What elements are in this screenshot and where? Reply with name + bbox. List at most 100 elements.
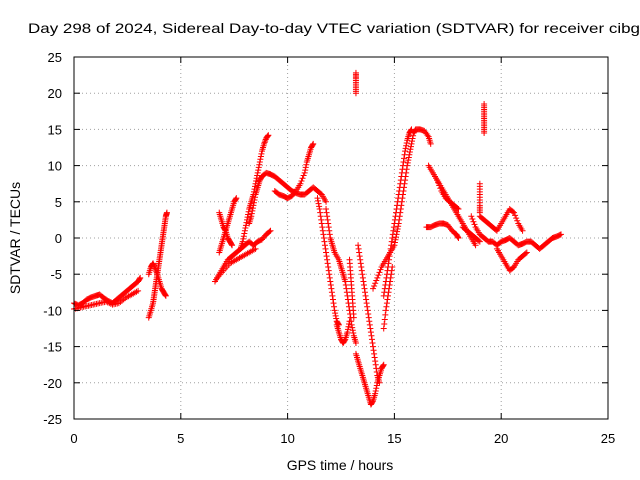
data-point bbox=[390, 224, 397, 231]
data-point bbox=[316, 203, 323, 210]
data-point bbox=[320, 231, 327, 238]
data-point bbox=[349, 327, 356, 334]
data-point bbox=[522, 250, 529, 257]
series-seg21 bbox=[352, 69, 359, 97]
series-seg14 bbox=[333, 318, 353, 346]
data-point bbox=[258, 150, 265, 157]
data-point bbox=[222, 226, 229, 233]
data-point bbox=[358, 267, 365, 274]
data-point bbox=[475, 237, 482, 244]
data-point bbox=[331, 303, 338, 310]
data-point bbox=[437, 185, 444, 192]
data-point bbox=[329, 292, 336, 299]
series-seg26 bbox=[476, 206, 526, 234]
data-point bbox=[303, 161, 310, 168]
data-point bbox=[233, 195, 240, 202]
data-point bbox=[324, 213, 331, 220]
x-tick-label: 0 bbox=[70, 431, 77, 446]
data-point bbox=[344, 326, 351, 333]
series-seg04 bbox=[145, 260, 169, 299]
series-seg11 bbox=[271, 140, 317, 202]
data-point bbox=[395, 223, 402, 230]
data-point bbox=[394, 202, 401, 209]
data-point bbox=[314, 195, 321, 202]
data-point bbox=[153, 268, 160, 275]
data-point bbox=[332, 312, 339, 319]
data-point bbox=[357, 260, 364, 267]
data-point bbox=[250, 202, 257, 209]
data-point bbox=[248, 210, 255, 217]
y-tick-label: -25 bbox=[43, 412, 62, 427]
data-point bbox=[152, 265, 159, 272]
data-point bbox=[373, 382, 380, 389]
data-point bbox=[324, 260, 331, 267]
data-point bbox=[386, 282, 393, 289]
data-point bbox=[341, 337, 348, 344]
data-point bbox=[369, 398, 376, 405]
data-point bbox=[364, 307, 371, 314]
data-point bbox=[325, 220, 332, 227]
series-seg03 bbox=[145, 209, 170, 321]
data-point bbox=[405, 154, 412, 161]
data-point bbox=[323, 253, 330, 260]
series-seg28 bbox=[481, 101, 488, 137]
data-point bbox=[386, 285, 393, 292]
data-point bbox=[326, 274, 333, 281]
data-point bbox=[326, 271, 333, 278]
data-point bbox=[150, 261, 157, 268]
data-point bbox=[310, 140, 317, 147]
data-point bbox=[299, 175, 306, 182]
data-point bbox=[261, 139, 268, 146]
data-point bbox=[455, 206, 462, 213]
data-point bbox=[400, 158, 407, 165]
data-point bbox=[245, 208, 252, 215]
data-point bbox=[391, 216, 398, 223]
data-point bbox=[434, 177, 441, 184]
series-seg17 bbox=[355, 242, 383, 386]
data-point bbox=[396, 184, 403, 191]
data-point bbox=[255, 167, 262, 174]
data-point bbox=[360, 278, 367, 285]
data-point bbox=[403, 142, 410, 149]
data-point bbox=[243, 219, 250, 226]
data-point bbox=[257, 156, 264, 163]
series-seg30 bbox=[476, 180, 483, 216]
data-point bbox=[344, 329, 351, 336]
data-point bbox=[367, 329, 374, 336]
data-point bbox=[389, 263, 396, 270]
data-point bbox=[394, 225, 401, 232]
data-point bbox=[403, 139, 410, 146]
axis-ticks bbox=[73, 56, 609, 420]
data-point bbox=[398, 173, 405, 180]
data-point bbox=[383, 300, 390, 307]
x-tick-label: 25 bbox=[601, 431, 615, 446]
data-point bbox=[257, 153, 264, 160]
data-point bbox=[380, 325, 387, 332]
data-point bbox=[229, 242, 236, 249]
chart-title: Day 298 of 2024, Sidereal Day-to-day VTE… bbox=[28, 20, 640, 36]
y-tick-label: 20 bbox=[48, 86, 62, 101]
data-point bbox=[519, 227, 526, 234]
data-point bbox=[470, 218, 477, 225]
data-point bbox=[384, 296, 391, 303]
data-point bbox=[256, 158, 263, 165]
data-point bbox=[373, 368, 380, 375]
data-point bbox=[318, 216, 325, 223]
data-point bbox=[436, 182, 443, 189]
data-point bbox=[398, 169, 405, 176]
data-point bbox=[391, 220, 398, 227]
data-point bbox=[228, 241, 235, 248]
y-tick-label: 15 bbox=[48, 122, 62, 137]
data-point bbox=[391, 239, 398, 246]
data-point bbox=[352, 90, 359, 97]
data-point bbox=[240, 235, 247, 242]
data-point bbox=[300, 172, 307, 179]
data-point bbox=[261, 140, 268, 147]
data-point bbox=[384, 292, 391, 299]
data-point bbox=[376, 269, 383, 276]
data-point bbox=[301, 169, 308, 176]
data-point bbox=[254, 169, 261, 176]
data-point bbox=[359, 274, 366, 281]
data-point bbox=[397, 180, 404, 187]
data-point bbox=[363, 296, 370, 303]
